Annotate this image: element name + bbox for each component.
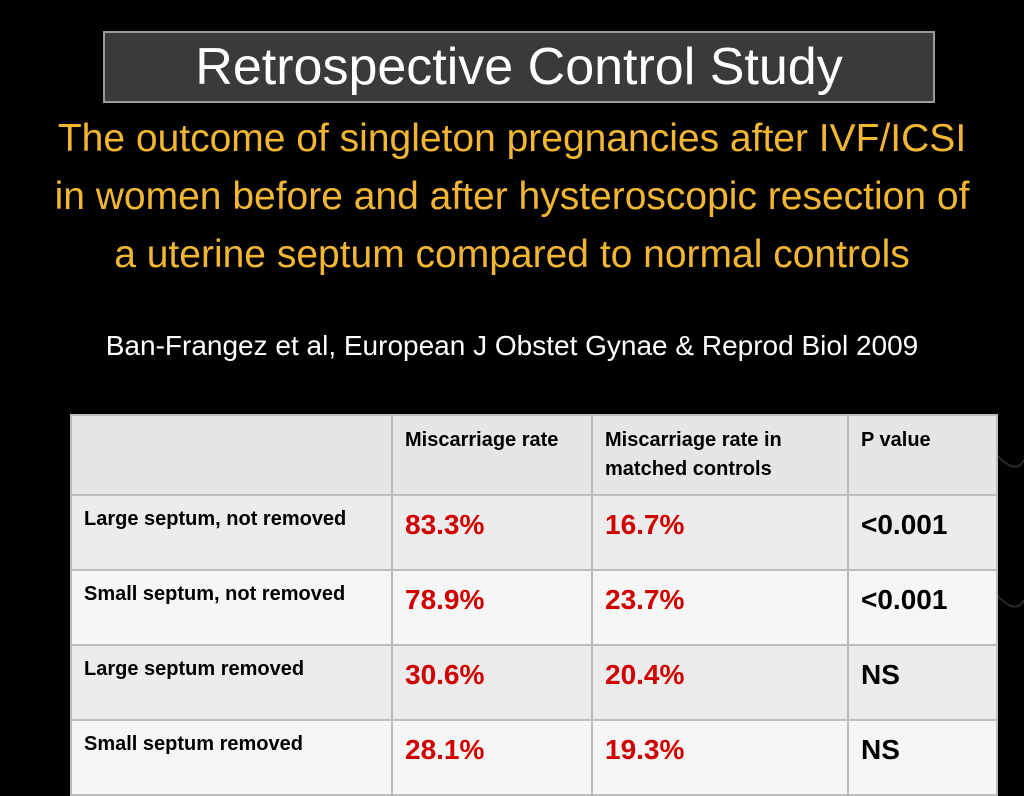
p-value-cell: <0.001 bbox=[847, 569, 998, 646]
controls-rate-cell: 23.7% bbox=[591, 569, 849, 646]
miscarriage-rate-cell: 78.9% bbox=[391, 569, 593, 646]
table-row: Small septum removed 28.1% 19.3% NS bbox=[70, 719, 998, 796]
miscarriage-rate-cell: 30.6% bbox=[391, 644, 593, 721]
table-row: Large septum, not removed 83.3% 16.7% <0… bbox=[70, 494, 998, 571]
miscarriage-rate-cell: 83.3% bbox=[391, 494, 593, 571]
p-value-cell: NS bbox=[847, 644, 998, 721]
results-table: Miscarriage rate Miscarriage rate in mat… bbox=[70, 414, 998, 796]
table-row: Large septum removed 30.6% 20.4% NS bbox=[70, 644, 998, 721]
header-miscarriage-rate: Miscarriage rate bbox=[391, 414, 593, 496]
title-box: Retrospective Control Study bbox=[103, 31, 935, 103]
slide-title: Retrospective Control Study bbox=[195, 38, 843, 96]
controls-rate-cell: 19.3% bbox=[591, 719, 849, 796]
table-header-row: Miscarriage rate Miscarriage rate in mat… bbox=[70, 414, 998, 496]
row-label: Large septum, not removed bbox=[70, 494, 393, 571]
p-value-cell: <0.001 bbox=[847, 494, 998, 571]
controls-rate-cell: 20.4% bbox=[591, 644, 849, 721]
controls-rate-cell: 16.7% bbox=[591, 494, 849, 571]
slide-subtitle: The outcome of singleton pregnancies aft… bbox=[54, 117, 970, 276]
row-label: Small septum, not removed bbox=[70, 569, 393, 646]
row-label: Large septum removed bbox=[70, 644, 393, 721]
p-value-cell: NS bbox=[847, 719, 998, 796]
header-p-value: P value bbox=[847, 414, 998, 496]
table-row: Small septum, not removed 78.9% 23.7% <0… bbox=[70, 569, 998, 646]
header-controls-rate: Miscarriage rate in matched controls bbox=[591, 414, 849, 496]
header-empty bbox=[70, 414, 393, 496]
miscarriage-rate-cell: 28.1% bbox=[391, 719, 593, 796]
citation: Ban-Frangez et al, European J Obstet Gyn… bbox=[105, 330, 919, 361]
row-label: Small septum removed bbox=[70, 719, 393, 796]
